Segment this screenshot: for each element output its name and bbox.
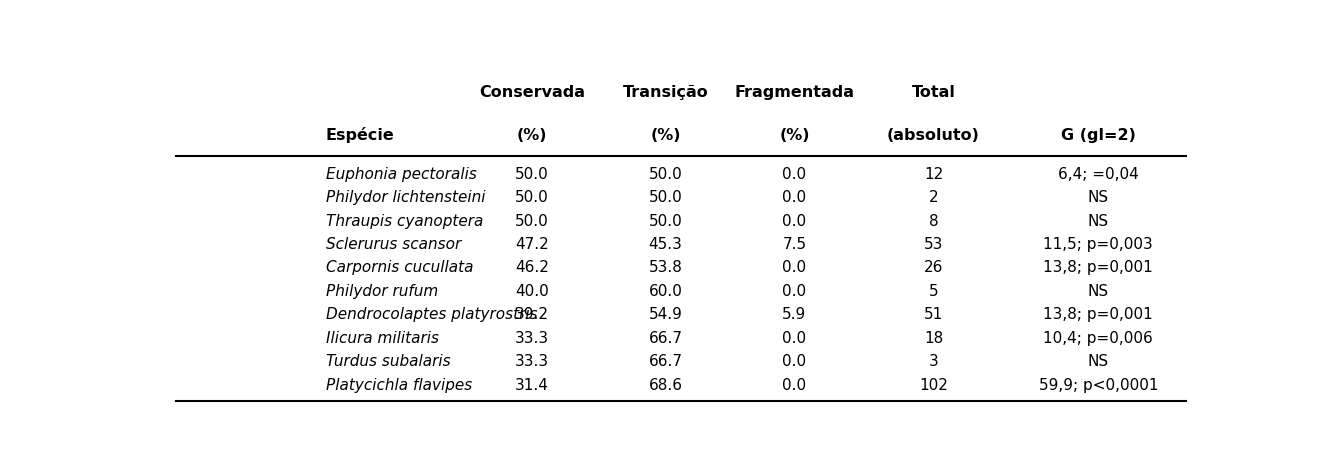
Text: 33.3: 33.3: [514, 354, 549, 369]
Text: NS: NS: [1087, 354, 1108, 369]
Text: 66.7: 66.7: [649, 354, 683, 369]
Text: Fragmentada: Fragmentada: [735, 85, 855, 100]
Text: 50.0: 50.0: [649, 190, 683, 205]
Text: 59,9; p<0,0001: 59,9; p<0,0001: [1038, 378, 1158, 393]
Text: 0.0: 0.0: [783, 260, 807, 275]
Text: 68.6: 68.6: [649, 378, 683, 393]
Text: NS: NS: [1087, 190, 1108, 205]
Text: G (gl=2): G (gl=2): [1061, 128, 1136, 143]
Text: Euphonia pectoralis: Euphonia pectoralis: [326, 167, 477, 182]
Text: 6,4; =0,04: 6,4; =0,04: [1058, 167, 1139, 182]
Text: 47.2: 47.2: [514, 237, 549, 252]
Text: 60.0: 60.0: [649, 284, 683, 299]
Text: 53.8: 53.8: [649, 260, 683, 275]
Text: Sclerurus scansor: Sclerurus scansor: [326, 237, 461, 252]
Text: 50.0: 50.0: [514, 213, 549, 229]
Text: Total: Total: [912, 85, 956, 100]
Text: Carpornis cucullata: Carpornis cucullata: [326, 260, 473, 275]
Text: 66.7: 66.7: [649, 331, 683, 346]
Text: 26: 26: [924, 260, 944, 275]
Text: Thraupis cyanoptera: Thraupis cyanoptera: [326, 213, 484, 229]
Text: 2: 2: [929, 190, 938, 205]
Text: 31.4: 31.4: [514, 378, 549, 393]
Text: Platycichla flavipes: Platycichla flavipes: [326, 378, 472, 393]
Text: Ilicura militaris: Ilicura militaris: [326, 331, 439, 346]
Text: 13,8; p=0,001: 13,8; p=0,001: [1043, 307, 1154, 322]
Text: Espécie: Espécie: [326, 127, 395, 143]
Text: 18: 18: [924, 331, 944, 346]
Text: (%): (%): [650, 128, 680, 143]
Text: 0.0: 0.0: [783, 167, 807, 182]
Text: 3: 3: [929, 354, 938, 369]
Text: 0.0: 0.0: [783, 213, 807, 229]
Text: 10,4; p=0,006: 10,4; p=0,006: [1043, 331, 1154, 346]
Text: 33.3: 33.3: [514, 331, 549, 346]
Text: (absoluto): (absoluto): [886, 128, 979, 143]
Text: 7.5: 7.5: [783, 237, 807, 252]
Text: 50.0: 50.0: [649, 167, 683, 182]
Text: 51: 51: [924, 307, 944, 322]
Text: Philydor rufum: Philydor rufum: [326, 284, 439, 299]
Text: 0.0: 0.0: [783, 354, 807, 369]
Text: 0.0: 0.0: [783, 331, 807, 346]
Text: 45.3: 45.3: [649, 237, 683, 252]
Text: 102: 102: [920, 378, 948, 393]
Text: Dendrocolaptes platyrostris: Dendrocolaptes platyrostris: [326, 307, 537, 322]
Text: 50.0: 50.0: [514, 190, 549, 205]
Text: 39.2: 39.2: [514, 307, 549, 322]
Text: Conservada: Conservada: [478, 85, 585, 100]
Text: 53: 53: [924, 237, 944, 252]
Text: 54.9: 54.9: [649, 307, 683, 322]
Text: 50.0: 50.0: [514, 167, 549, 182]
Text: Turdus subalaris: Turdus subalaris: [326, 354, 451, 369]
Text: 0.0: 0.0: [783, 190, 807, 205]
Text: 50.0: 50.0: [649, 213, 683, 229]
Text: 0.0: 0.0: [783, 378, 807, 393]
Text: 13,8; p=0,001: 13,8; p=0,001: [1043, 260, 1154, 275]
Text: 46.2: 46.2: [514, 260, 549, 275]
Text: (%): (%): [779, 128, 809, 143]
Text: 5: 5: [929, 284, 938, 299]
Text: 5.9: 5.9: [783, 307, 807, 322]
Text: 11,5; p=0,003: 11,5; p=0,003: [1043, 237, 1154, 252]
Text: 40.0: 40.0: [514, 284, 549, 299]
Text: Philydor lichtensteini: Philydor lichtensteini: [326, 190, 485, 205]
Text: NS: NS: [1087, 284, 1108, 299]
Text: 0.0: 0.0: [783, 284, 807, 299]
Text: 8: 8: [929, 213, 938, 229]
Text: (%): (%): [517, 128, 548, 143]
Text: NS: NS: [1087, 213, 1108, 229]
Text: Transição: Transição: [623, 85, 708, 100]
Text: 12: 12: [924, 167, 944, 182]
